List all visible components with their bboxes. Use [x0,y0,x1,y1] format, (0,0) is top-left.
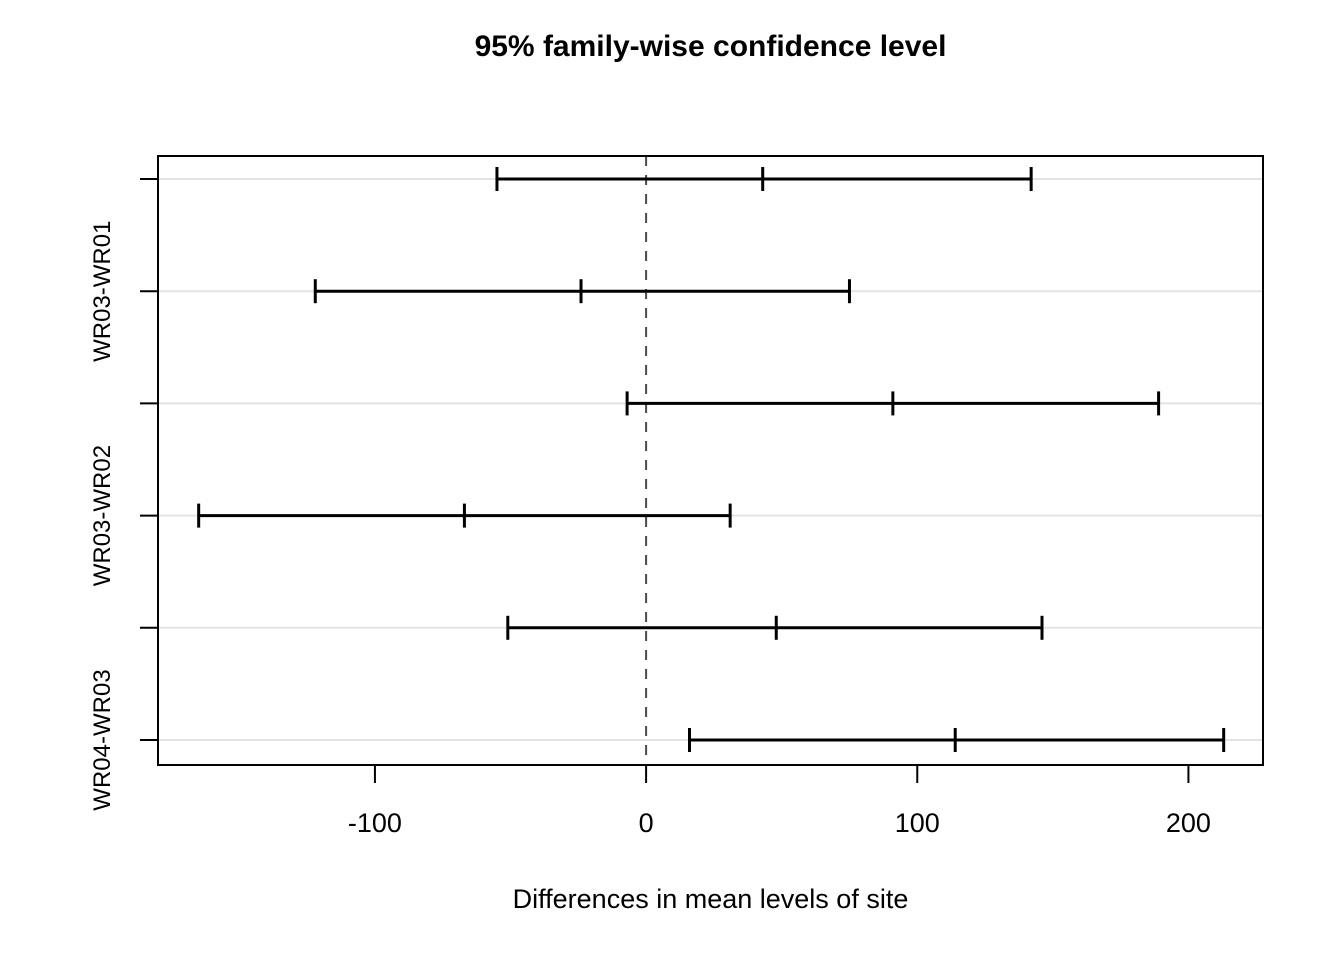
chart-title: 95% family-wise confidence level [474,30,947,63]
plot-box [157,155,1264,766]
x-axis-tick-label: 100 [895,808,940,838]
y-axis-label: WR03-WR02 [89,445,116,586]
x-axis-tick-label: 0 [639,808,654,838]
y-axis-label: WR04-WR03 [89,669,116,810]
x-axis-tick-label: -100 [348,808,402,838]
x-axis-title: Differences in mean levels of site [512,884,909,914]
y-axis-label: WR03-WR01 [89,221,116,362]
x-axis-tick-label: 200 [1166,808,1211,838]
